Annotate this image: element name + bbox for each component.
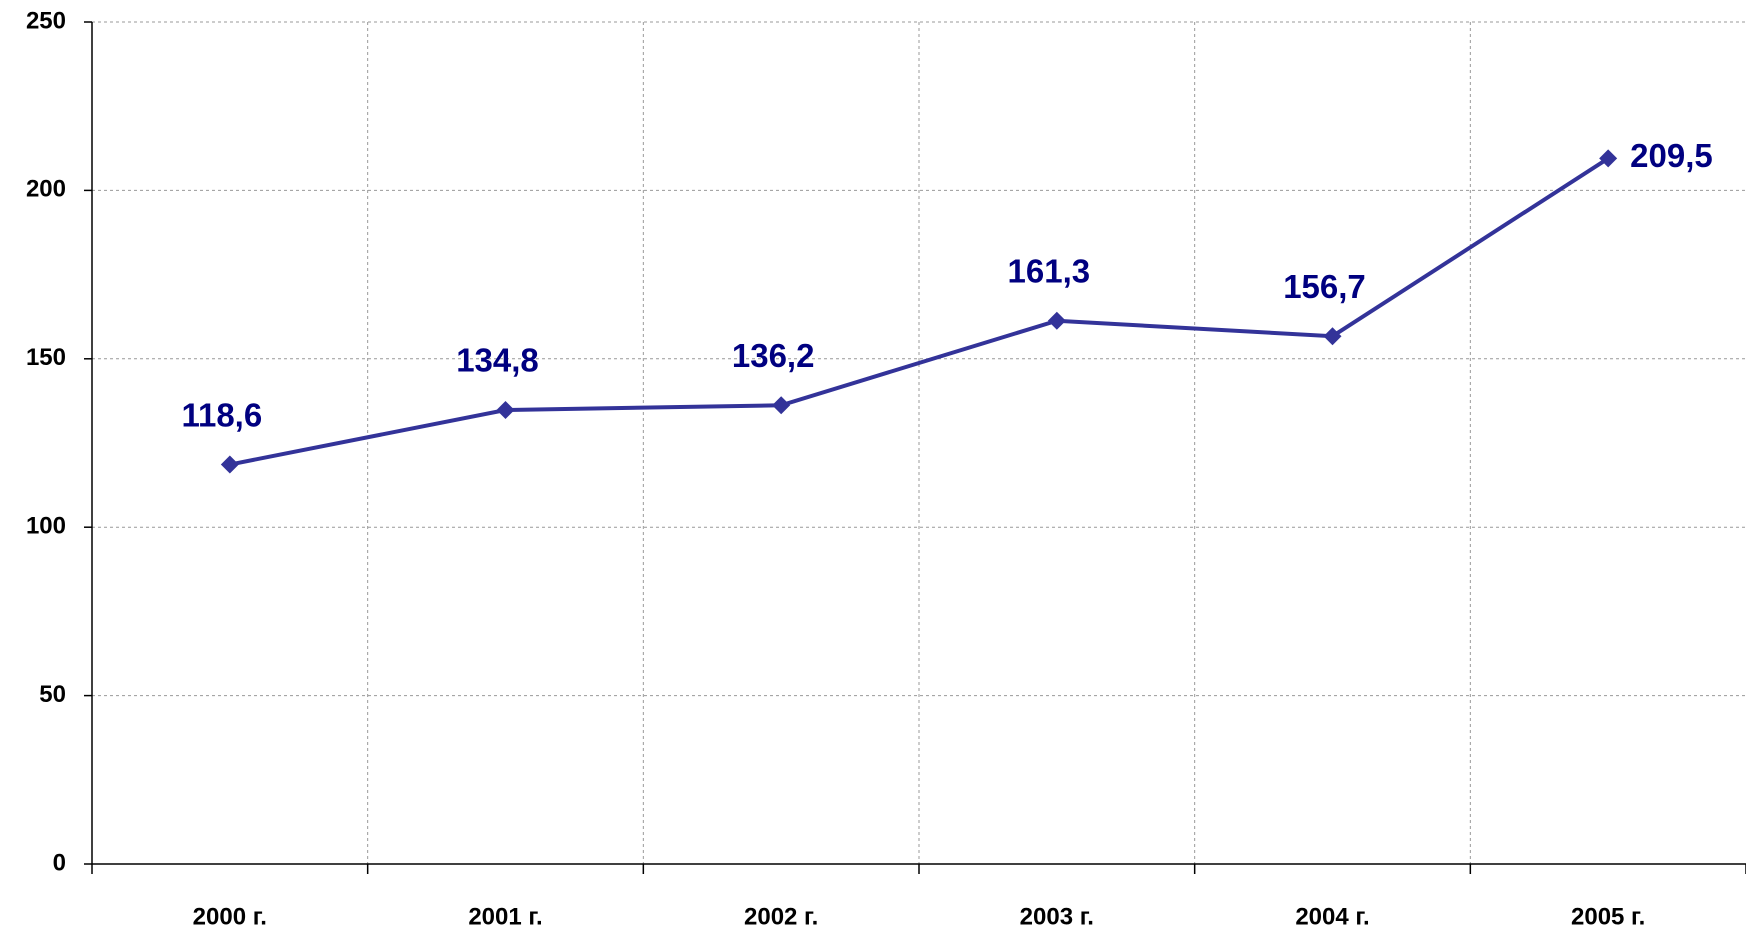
y-tick-label: 100 [26,513,66,540]
data-label: 156,7 [1283,268,1366,305]
point-marker [1323,327,1342,346]
point-marker [1047,311,1066,330]
point-marker [772,396,791,415]
x-tick-label: 2000 г. [193,903,267,930]
data-label: 161,3 [1008,252,1091,289]
point-marker [496,400,515,419]
data-label: 118,6 [181,396,262,433]
y-tick-label: 0 [53,849,66,876]
y-tick-label: 150 [26,344,66,371]
x-tick-label: 2001 г. [468,903,542,930]
y-tick-label: 250 [26,7,66,34]
point-marker [1599,149,1618,168]
point-marker [220,455,239,474]
data-label: 209,5 [1630,137,1713,174]
x-tick-label: 2005 г. [1571,903,1645,930]
series-line [229,156,1610,467]
x-tick-label: 2003 г. [1020,903,1094,930]
x-tick-label: 2004 г. [1295,903,1369,930]
data-label: 136,2 [732,337,815,374]
data-label: 134,8 [456,342,539,379]
y-tick-label: 50 [39,681,66,708]
x-tick-label: 2002 г. [744,903,818,930]
y-tick-label: 200 [26,176,66,203]
